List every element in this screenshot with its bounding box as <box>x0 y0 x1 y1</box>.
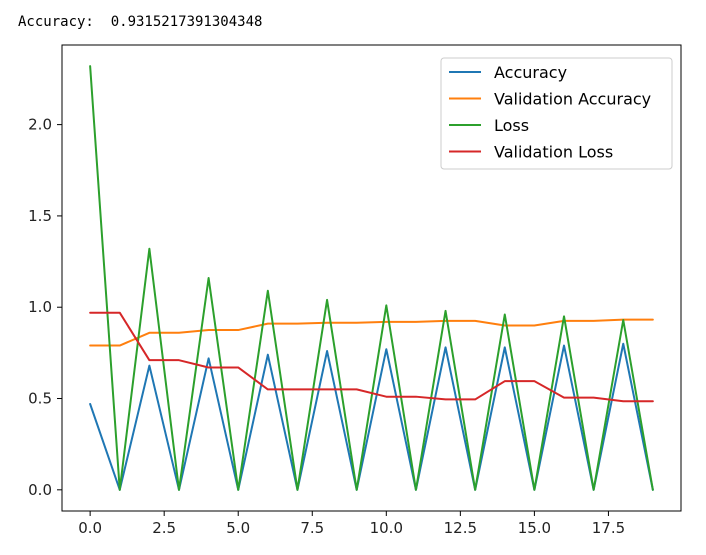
y-tick-label: 1.0 <box>28 298 52 316</box>
series-line-2 <box>89 65 654 491</box>
x-tick-label: 10.0 <box>370 519 403 537</box>
x-tick-label: 15.0 <box>518 519 551 537</box>
legend-label-0: Accuracy <box>494 63 567 82</box>
y-tick-label: 2.0 <box>28 116 52 134</box>
x-tick-label: 12.5 <box>444 519 477 537</box>
series-line-0 <box>89 342 654 491</box>
x-tick-label: 0.0 <box>78 519 102 537</box>
series-line-1 <box>89 318 654 347</box>
output-label: Accuracy: <box>18 14 94 30</box>
x-tick-label: 5.0 <box>226 519 250 537</box>
x-tick-label: 2.5 <box>152 519 176 537</box>
y-axis: 0.0 0.5 1.0 1.5 2.0 <box>28 116 62 499</box>
output-line: Accuracy: 0.9315217391304348 <box>18 14 262 30</box>
series-line-3 <box>89 311 654 403</box>
legend-label-3: Validation Loss <box>494 143 613 162</box>
legend-label-1: Validation Accuracy <box>494 90 651 109</box>
y-tick-label: 1.5 <box>28 207 52 225</box>
output-value: 0.9315217391304348 <box>110 14 263 30</box>
x-tick-label: 17.5 <box>592 519 625 537</box>
plot-frame <box>61 44 682 512</box>
series-layer <box>89 65 654 491</box>
y-tick-label: 0.0 <box>28 481 52 499</box>
legend-box <box>440 57 673 170</box>
x-tick-label: 7.5 <box>300 519 324 537</box>
legend-label-2: Loss <box>494 116 529 135</box>
x-axis: 0.0 2.5 5.0 7.5 10.0 12.5 15.0 17.5 <box>78 511 625 537</box>
y-tick-label: 0.5 <box>28 390 52 408</box>
legend: Accuracy Validation Accuracy Loss Validatio… <box>440 57 673 170</box>
